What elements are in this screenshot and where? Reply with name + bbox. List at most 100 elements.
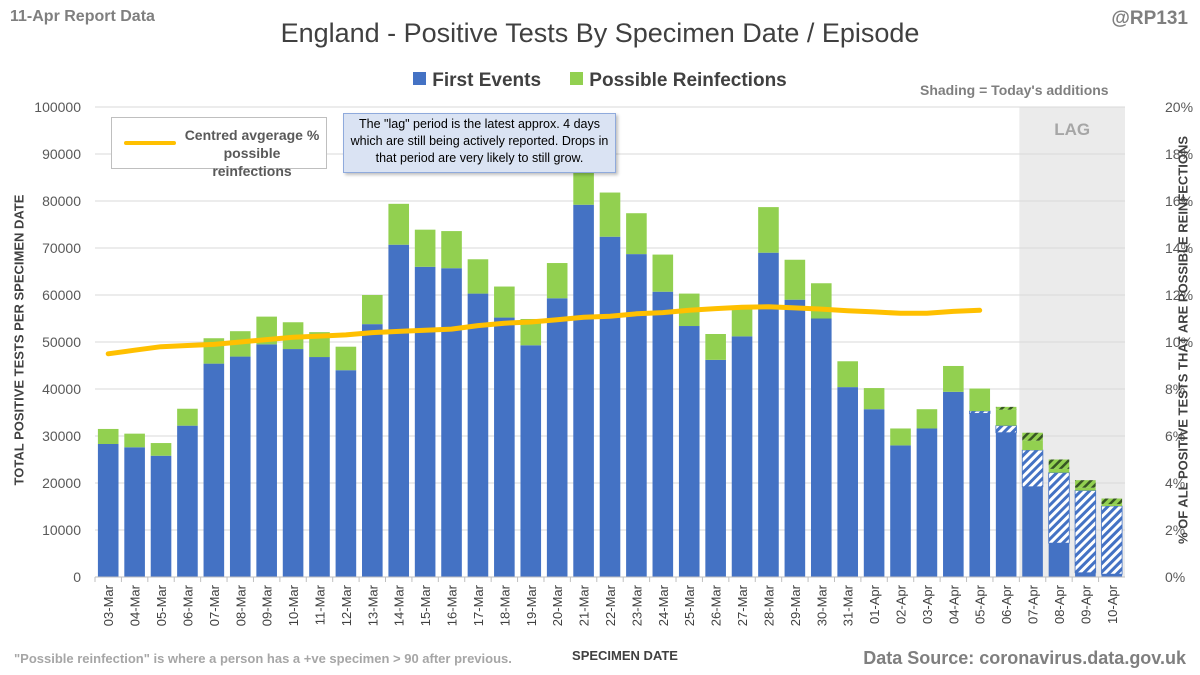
bar-first-events bbox=[520, 345, 542, 577]
y-axis-label-left: TOTAL POSITIVE TESTS PER SPECIMEN DATE bbox=[11, 194, 27, 486]
y-axis-label-right: % OF ALL POSITIVE TESTS THAT ARE POSSIBL… bbox=[1175, 135, 1191, 545]
x-tick-label: 18-Mar bbox=[497, 584, 512, 626]
bar-possible-reinfections bbox=[969, 388, 991, 412]
y-tick-label-left: 30000 bbox=[42, 428, 81, 444]
bar-possible-reinfections bbox=[705, 334, 726, 360]
bar-first-events bbox=[309, 357, 330, 577]
bar-first-events bbox=[943, 391, 964, 577]
bar-first-events bbox=[1048, 543, 1070, 577]
x-tick-label: 12-Mar bbox=[339, 584, 354, 626]
y-tick-label-left: 10000 bbox=[42, 522, 81, 538]
bar-first-events bbox=[573, 204, 594, 577]
bar-possible-reinfections bbox=[995, 409, 1017, 426]
bar-first-events bbox=[837, 387, 858, 577]
bar-first-events bbox=[758, 252, 779, 577]
bar-first-events bbox=[784, 299, 806, 577]
average-line-swatch bbox=[124, 141, 176, 145]
chart-title: England - Positive Tests By Specimen Dat… bbox=[280, 18, 920, 48]
x-tick-label: 22-Mar bbox=[603, 584, 618, 626]
bar-first-events bbox=[97, 443, 119, 577]
legend-swatch-first-events bbox=[413, 72, 427, 86]
y-tick-label-right: 12% bbox=[1165, 287, 1193, 303]
bar-first-events bbox=[203, 363, 225, 577]
x-tick-label: 15-Mar bbox=[418, 584, 433, 626]
y-tick-label-right: 4% bbox=[1165, 475, 1185, 491]
lag-label: LAG bbox=[1054, 120, 1090, 139]
lag-explanation-callout: The "lag" period is the latest approx. 4… bbox=[343, 113, 616, 173]
bar-possible-reinfections bbox=[863, 388, 885, 410]
chart-legend: First Events Possible Reinfections bbox=[0, 70, 1200, 92]
bar-first-events bbox=[494, 317, 515, 577]
x-tick-label: 04-Apr bbox=[946, 584, 961, 624]
x-tick-label: 23-Mar bbox=[629, 584, 644, 626]
x-tick-label: 27-Mar bbox=[735, 584, 750, 626]
bar-first-events bbox=[414, 266, 436, 577]
y-tick-label-right: 10% bbox=[1165, 334, 1193, 350]
x-tick-label: 17-Mar bbox=[471, 584, 486, 626]
bar-possible-reinfections bbox=[1075, 487, 1096, 491]
y-tick-label-left: 90000 bbox=[42, 146, 81, 162]
bar-reinfections-today-addition bbox=[1022, 432, 1043, 441]
bar-possible-reinfections bbox=[1022, 440, 1043, 451]
x-tick-label: 13-Mar bbox=[365, 584, 380, 626]
x-tick-label: 30-Mar bbox=[814, 584, 829, 626]
bar-first-events bbox=[441, 268, 462, 577]
bar-possible-reinfections bbox=[520, 318, 542, 346]
x-tick-label: 19-Mar bbox=[524, 584, 539, 626]
y-tick-label-left: 80000 bbox=[42, 193, 81, 209]
y-tick-label-left: 100000 bbox=[34, 99, 81, 115]
x-tick-label: 16-Mar bbox=[445, 584, 460, 626]
x-tick-label: 04-Mar bbox=[128, 584, 143, 626]
bar-first-events bbox=[652, 291, 674, 577]
bar-first-events-today-addition bbox=[1074, 490, 1097, 574]
y-tick-label-right: 16% bbox=[1165, 193, 1193, 209]
bar-first-events bbox=[124, 447, 145, 577]
bar-first-events-today-addition bbox=[995, 425, 1017, 434]
x-tick-label: 06-Apr bbox=[999, 584, 1014, 624]
bar-first-events bbox=[863, 409, 885, 577]
bar-possible-reinfections bbox=[97, 428, 119, 444]
x-tick-label: 01-Apr bbox=[867, 584, 882, 624]
bar-first-events bbox=[256, 344, 277, 577]
y-tick-label-left: 40000 bbox=[42, 381, 81, 397]
bar-possible-reinfections bbox=[916, 409, 938, 429]
x-tick-label: 24-Mar bbox=[656, 584, 671, 626]
bar-first-events bbox=[177, 425, 198, 577]
bar-possible-reinfections bbox=[731, 306, 753, 337]
shading-note: Shading = Today's additions bbox=[920, 82, 1109, 98]
x-tick-label: 20-Mar bbox=[550, 584, 565, 626]
legend-label-first-events: First Events bbox=[432, 70, 542, 91]
y-tick-label-right: 2% bbox=[1165, 522, 1185, 538]
bar-reinfections-today-addition bbox=[1048, 459, 1070, 469]
bar-first-events bbox=[916, 428, 938, 577]
bar-first-events-today-addition bbox=[1101, 505, 1123, 575]
y-tick-label-left: 20000 bbox=[42, 475, 81, 491]
legend-item-first-events: First Events bbox=[413, 70, 541, 92]
bar-first-events bbox=[362, 324, 383, 577]
y-tick-label-right: 18% bbox=[1165, 146, 1193, 162]
bar-first-events-today-addition bbox=[1021, 449, 1044, 488]
bar-first-events bbox=[810, 318, 832, 577]
bar-first-events-today-addition bbox=[1048, 472, 1070, 544]
x-tick-label: 25-Mar bbox=[682, 584, 697, 626]
reinfection-definition-footnote: "Possible reinfection" is where a person… bbox=[14, 651, 512, 666]
x-tick-label: 07-Mar bbox=[207, 584, 222, 626]
x-tick-label: 06-Mar bbox=[180, 584, 195, 626]
y-tick-label-left: 0 bbox=[73, 569, 81, 585]
y-tick-label-right: 20% bbox=[1165, 99, 1193, 115]
bar-first-events bbox=[995, 432, 1017, 577]
bar-first-events bbox=[1075, 572, 1096, 577]
bar-possible-reinfections bbox=[890, 428, 911, 446]
bar-first-events bbox=[705, 359, 726, 577]
bar-possible-reinfections bbox=[441, 231, 462, 269]
author-handle: @RP131 bbox=[1111, 8, 1188, 29]
bar-first-events bbox=[599, 236, 621, 577]
average-line-legend-label: Centred avgerage % possible reinfections bbox=[184, 127, 320, 179]
x-axis-label: SPECIMEN DATE bbox=[572, 648, 678, 663]
x-tick-label: 08-Apr bbox=[1052, 584, 1067, 624]
x-tick-label: 03-Apr bbox=[920, 584, 935, 624]
bar-reinfections-today-addition bbox=[1101, 498, 1123, 505]
legend-swatch-reinfections bbox=[570, 72, 584, 86]
